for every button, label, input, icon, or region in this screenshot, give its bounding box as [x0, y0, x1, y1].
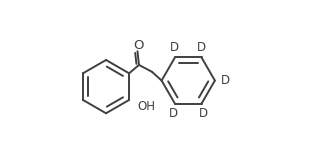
Text: D: D — [169, 107, 178, 120]
Text: D: D — [170, 41, 179, 54]
Text: O: O — [133, 39, 143, 52]
Text: OH: OH — [137, 100, 156, 113]
Text: D: D — [221, 74, 230, 87]
Text: D: D — [197, 41, 206, 54]
Text: D: D — [198, 107, 208, 120]
